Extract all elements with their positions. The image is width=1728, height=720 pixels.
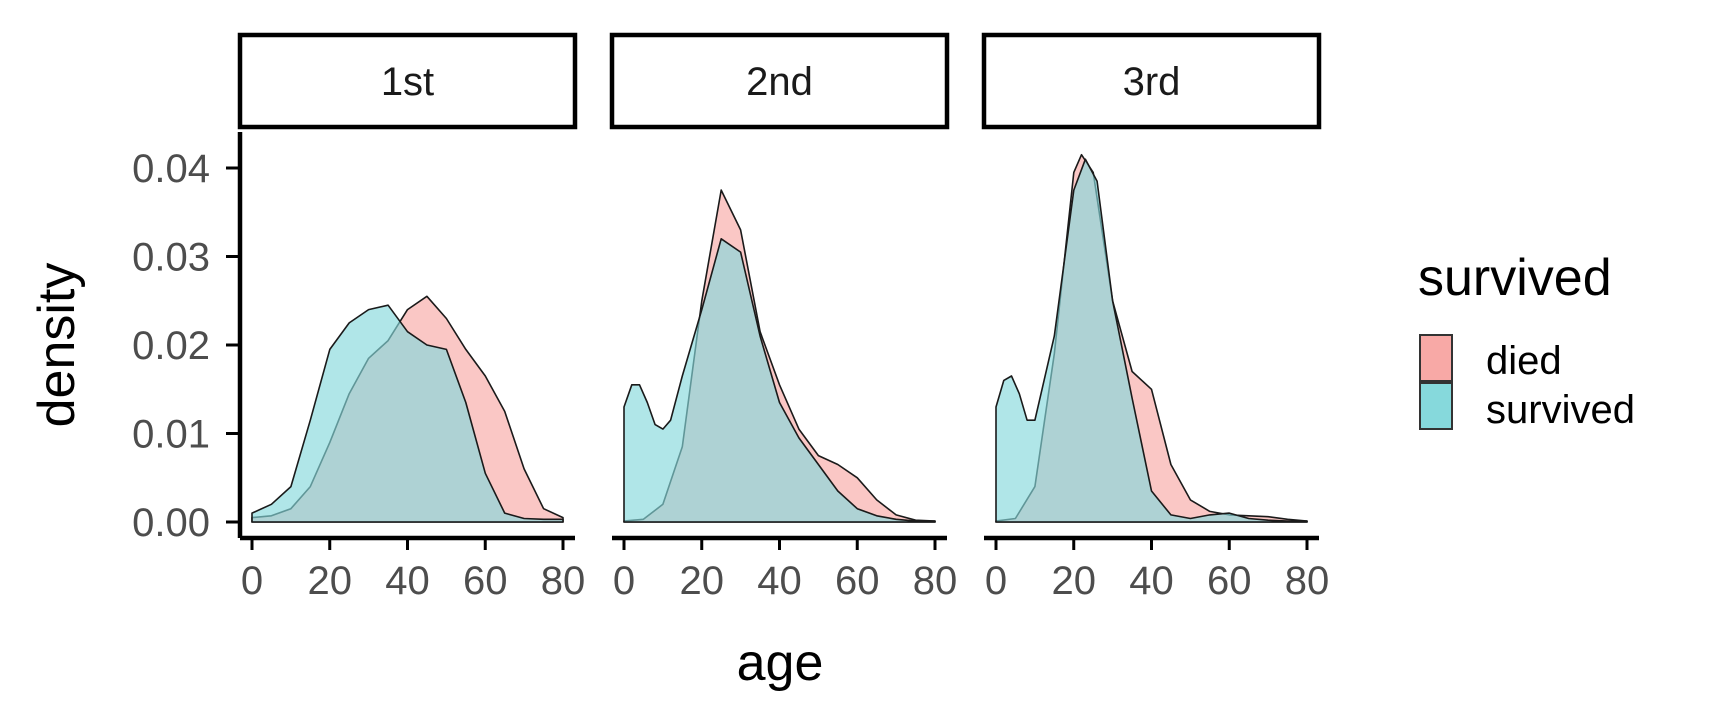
legend-label-survived: survived bbox=[1486, 388, 1635, 432]
facet-strip-box bbox=[237, 32, 578, 130]
x-tick-label: 60 bbox=[1207, 559, 1252, 603]
y-axis: 0.00 0.01 0.02 0.03 0.04 bbox=[132, 132, 243, 545]
x-tick-label: 0 bbox=[241, 559, 263, 603]
facets-layer: 1st 0 20 40 60 80 2nd 0 20 40 60 80 3rd 0 20 40 60 80 bbox=[237, 32, 1330, 603]
legend: survived died survived bbox=[1418, 249, 1635, 432]
y-tick-label: 0.02 bbox=[132, 324, 210, 368]
facet-panel-3rd: 3rd 0 20 40 60 80 bbox=[981, 32, 1330, 603]
x-tick-label: 0 bbox=[985, 559, 1007, 603]
facet-strip-label: 3rd bbox=[1123, 60, 1181, 104]
facet-panel-2nd: 2nd 0 20 40 60 80 bbox=[609, 32, 958, 603]
x-tick-label: 40 bbox=[1129, 559, 1174, 603]
density-area-survived bbox=[995, 158, 1308, 523]
legend-title: survived bbox=[1418, 249, 1612, 307]
y-axis-title: density bbox=[28, 263, 86, 428]
density-area-survived bbox=[251, 304, 564, 523]
x-tick-label: 60 bbox=[463, 559, 508, 603]
legend-key-died bbox=[1419, 334, 1453, 382]
x-tick-label: 20 bbox=[680, 559, 725, 603]
x-tick-label: 80 bbox=[913, 559, 958, 603]
legend-label-died: died bbox=[1486, 339, 1562, 383]
facet-strip-label: 1st bbox=[381, 60, 434, 104]
facet-strip-box bbox=[981, 32, 1322, 130]
x-tick-label: 0 bbox=[613, 559, 635, 603]
facet-strip-label: 2nd bbox=[746, 60, 813, 104]
y-tick-label: 0.00 bbox=[132, 501, 210, 545]
y-tick-label: 0.04 bbox=[132, 147, 210, 191]
x-tick-label: 80 bbox=[1285, 559, 1330, 603]
x-tick-label: 40 bbox=[385, 559, 430, 603]
x-tick-label: 20 bbox=[308, 559, 353, 603]
x-axis-title: age bbox=[737, 634, 824, 692]
legend-key-survived bbox=[1419, 382, 1453, 430]
density-area-survived bbox=[623, 238, 936, 523]
x-tick-label: 20 bbox=[1052, 559, 1097, 603]
facet-strip-box bbox=[609, 32, 950, 130]
y-tick-label: 0.01 bbox=[132, 413, 210, 457]
x-tick-label: 60 bbox=[835, 559, 880, 603]
x-tick-label: 80 bbox=[541, 559, 586, 603]
y-tick-label: 0.03 bbox=[132, 236, 210, 280]
facet-panel-1st: 1st 0 20 40 60 80 bbox=[237, 32, 586, 603]
x-tick-label: 40 bbox=[757, 559, 802, 603]
